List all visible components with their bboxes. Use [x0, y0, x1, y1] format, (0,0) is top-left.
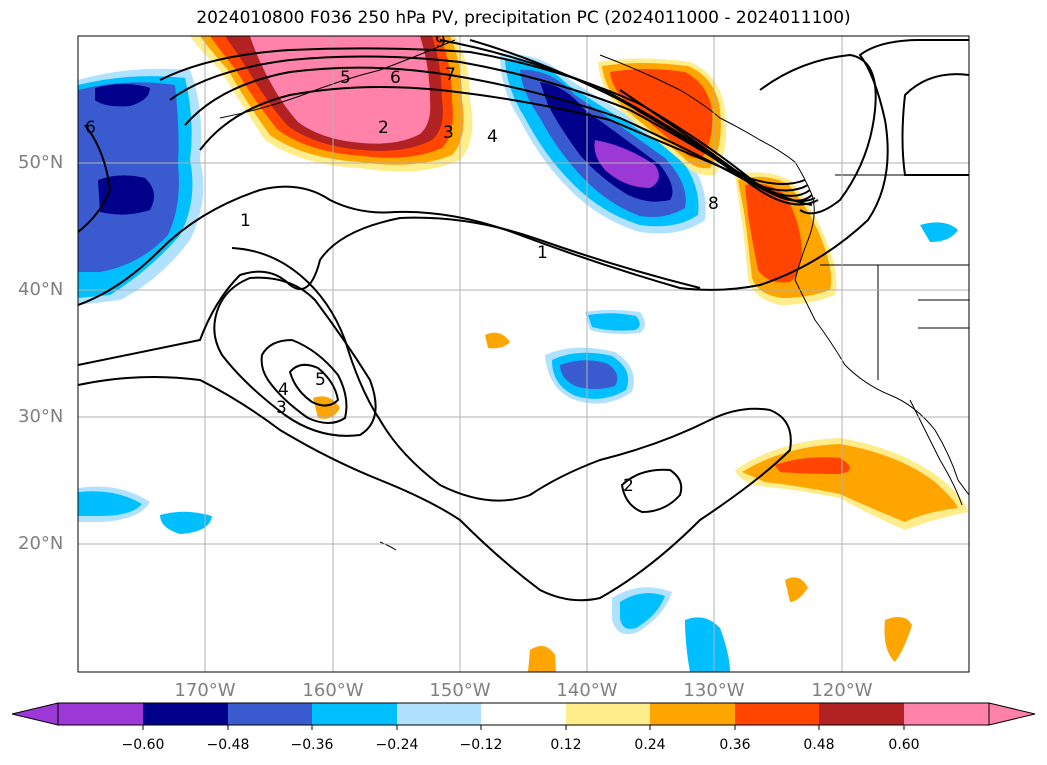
lat-label-40n: 40°N: [18, 279, 64, 300]
small-neg-1b: [588, 313, 640, 331]
colorbar-max-arrow: [988, 702, 1036, 726]
colorbar-label: −0.36: [290, 737, 334, 753]
contour-label: 3: [276, 398, 287, 418]
map-background: [78, 36, 969, 672]
contour-8: [619, 89, 813, 206]
hawaii: [379, 541, 397, 551]
contour-label: 5: [340, 68, 351, 88]
map-title: 2024010800 F036 250 hPa PV, precipitatio…: [196, 8, 851, 28]
colorbar-swatch: [58, 703, 143, 725]
small-pos-4: [785, 577, 808, 602]
colorbar-swatch: [228, 703, 312, 725]
n-pos-pink: [250, 36, 431, 144]
contour-4: [260, 338, 348, 424]
wc-pos-redorange: [745, 183, 802, 283]
contour-label: 6: [390, 68, 401, 88]
lat-label-20n: 20°N: [18, 533, 64, 554]
small-neg-6: [685, 617, 730, 672]
contour-label: 8: [708, 194, 719, 214]
contour-6: [439, 39, 816, 202]
colorbar-label: −0.60: [121, 737, 165, 753]
lat-label-30n: 30°N: [18, 406, 64, 427]
map-frame: [77, 35, 970, 673]
gridlines: [78, 36, 969, 672]
cn-neg-purple: [594, 140, 659, 188]
contour-6-west: [78, 124, 112, 233]
colorbar-swatch: [566, 703, 650, 725]
small-neg-5b: [620, 593, 665, 629]
contour-5: [288, 363, 340, 407]
colorbar-label: −0.48: [206, 737, 250, 753]
contour-label: 2: [378, 118, 389, 138]
lat-label-50n: 50°N: [18, 152, 64, 173]
lon-label-140w: 140°W: [556, 680, 618, 701]
colorbar-label: 0.36: [719, 737, 751, 753]
colorbar-swatch: [481, 703, 566, 725]
contour-label: 3: [443, 123, 454, 143]
nw-neg-navy1: [95, 84, 150, 107]
colorbar-label: 0.12: [550, 737, 582, 753]
aleutian-chain: [219, 39, 456, 119]
colorbar-swatch: [143, 703, 228, 725]
small-neg-7: [920, 222, 958, 242]
colorbar-ticks: [142, 725, 905, 730]
contour-label: 1: [537, 243, 548, 263]
pv-contours: [78, 39, 969, 602]
lon-label-120w: 120°W: [811, 680, 873, 701]
contour-labels: 1 1 2 2 3 3 4 4 5 5 6 6 7 8 9: [85, 32, 719, 496]
colorbar-label: −0.24: [375, 737, 419, 753]
colorbar-label: 0.60: [888, 737, 920, 753]
lon-label-130w: 130°W: [683, 680, 745, 701]
contour-label: 4: [278, 380, 289, 400]
small-neg-3b: [78, 491, 142, 516]
small-neg-4: [160, 511, 212, 534]
na-coastline: [599, 54, 969, 496]
contour-label: 2: [623, 476, 634, 496]
coastlines: [219, 39, 969, 551]
contour-ridge: [759, 53, 877, 215]
small-pos-1: [485, 332, 510, 349]
contour-2-closed: [620, 468, 683, 514]
nw-neg-navy2: [98, 175, 154, 215]
colorbar-swatch: [735, 703, 819, 725]
se-pos-redorange: [775, 457, 850, 474]
colorbar-swatch: [312, 703, 397, 725]
contour-label: 4: [487, 127, 498, 147]
contour-label: 1: [240, 211, 251, 231]
contour-7: [469, 39, 819, 206]
colorbar-swatch: [650, 703, 735, 725]
map-plot-area: 1 1 2 2 3 3 4 4 5 5 6 6 7 8 9: [78, 32, 969, 672]
colorbar-label: 0.48: [803, 737, 835, 753]
colorbar-min-arrow: [11, 702, 59, 726]
colorbar: [11, 702, 1036, 730]
lon-label-160w: 160°W: [302, 680, 364, 701]
contour-label: 9: [435, 32, 446, 52]
colorbar-label: 0.24: [634, 737, 666, 753]
contour-3: [213, 276, 377, 437]
colorbar-swatch: [904, 703, 989, 725]
contour-label: 6: [85, 118, 96, 138]
contour-label: 7: [445, 65, 456, 85]
contour-label: 5: [315, 370, 326, 390]
colorbar-frame: [57, 702, 990, 726]
colorbar-swatch: [397, 703, 481, 725]
colorbar-label: −0.12: [459, 737, 503, 753]
lon-label-150w: 150°W: [429, 680, 491, 701]
small-neg-2c: [560, 360, 618, 389]
political-borders: [820, 174, 969, 380]
contour-2: [78, 247, 792, 602]
colorbar-swatch: [819, 703, 904, 725]
lon-label-170w: 170°W: [174, 680, 236, 701]
contour-1-north: [78, 39, 969, 306]
small-pos-3: [528, 646, 556, 672]
small-pos-5: [884, 616, 912, 662]
contour-ne: [901, 73, 969, 176]
contour-1-south: [78, 216, 701, 366]
